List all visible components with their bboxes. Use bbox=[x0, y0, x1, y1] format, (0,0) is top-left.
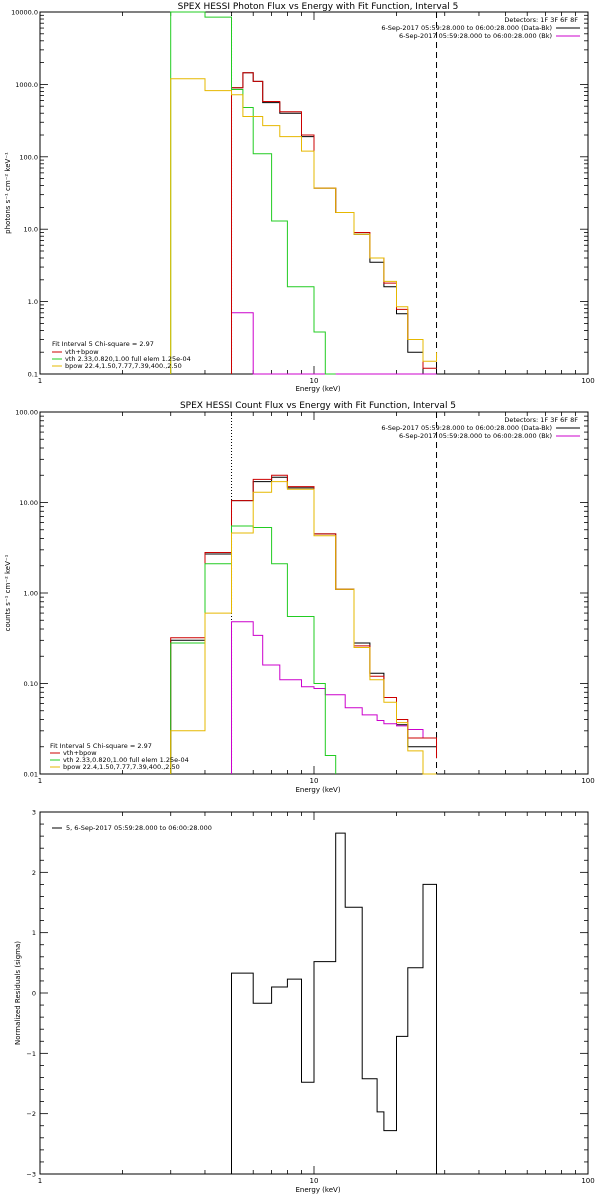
residuals-y-tick-label: 0 bbox=[32, 990, 36, 998]
count-flux-y-tick-label: 1.00 bbox=[24, 590, 38, 598]
count-flux-legend-top-right: Detectors: 1F 3F 6F 8F 6-Sep-2017 05:59:… bbox=[381, 416, 580, 440]
photon-flux-x-tick-label: 1 bbox=[38, 377, 42, 385]
photon-flux-series-bpow bbox=[170, 78, 437, 374]
photon-flux-y-tick-label: 1000.0 bbox=[15, 81, 38, 89]
count-flux-series-vth bbox=[170, 525, 337, 774]
photon-flux-series-bk bbox=[231, 312, 437, 375]
photon-flux-y-tick-label: 10.0 bbox=[24, 226, 38, 234]
photon-flux-legend-vth: vth 2.33,0.820,1.00 full elem 1.25e-04 bbox=[65, 355, 191, 363]
photon-flux-y-tick-label: 0.1 bbox=[28, 371, 38, 379]
photon-flux-panel: SPEX HESSI Photon Flux vs Energy with Fi… bbox=[4, 2, 595, 393]
count-flux-x-tick-label: 100 bbox=[581, 777, 594, 785]
residuals-ylabel: Normalized Residuals (sigma) bbox=[14, 941, 22, 1045]
count-flux-title: SPEX HESSI Count Flux vs Energy with Fit… bbox=[180, 401, 456, 411]
photon-flux-x-tick-label: 100 bbox=[581, 377, 594, 385]
residuals-xlabel: Energy (keV) bbox=[295, 1186, 340, 1194]
photon-flux-legend-top-right: Detectors: 1F 3F 6F 8F 6-Sep-2017 05:59:… bbox=[381, 16, 580, 40]
count-flux-ylabel: counts s⁻¹ cm⁻² keV⁻¹ bbox=[4, 554, 12, 631]
count-flux-detectors-label: Detectors: 1F 3F 6F 8F bbox=[504, 416, 578, 424]
photon-flux-y-tick-label: 10000.0 bbox=[11, 9, 38, 17]
photon-flux-legend-bottom-left: Fit Interval 5 Chi-square = 2.97 vth+bpo… bbox=[52, 340, 191, 370]
residuals-series-residuals bbox=[231, 832, 437, 1174]
photon-flux-legend-data-bk: 6-Sep-2017 05:59:28.000 to 06:00:28.000 … bbox=[381, 24, 552, 32]
residuals-panel: Energy (keV) Normalized Residuals (sigma… bbox=[14, 809, 595, 1195]
residuals-y-tick-label: −3 bbox=[26, 1171, 36, 1179]
residuals-x-tick-label: 10 bbox=[310, 1177, 319, 1185]
count-flux-fit-interval-label: Fit Interval 5 Chi-square = 2.97 bbox=[50, 742, 152, 750]
count-flux-y-tick-label: 100.00 bbox=[15, 409, 38, 417]
photon-flux-series bbox=[170, 11, 437, 375]
count-flux-axis-ticks: 1 10 100 0.01 0.10 1.00 10.00 100.00 bbox=[15, 409, 594, 786]
count-flux-series-bpow bbox=[170, 481, 437, 775]
residuals-legend-label: 5, 6-Sep-2017 05:59:28.000 to 06:00:28.0… bbox=[66, 824, 212, 832]
photon-flux-detectors-label: Detectors: 1F 3F 6F 8F bbox=[504, 16, 578, 24]
photon-flux-ylabel: photons s⁻¹ cm⁻² keV⁻¹ bbox=[4, 152, 12, 234]
count-flux-legend-vth: vth 2.33,0.820,1.00 full elem 1.25e-04 bbox=[63, 756, 189, 764]
count-flux-series-vth-bpow bbox=[170, 474, 437, 774]
count-flux-y-tick-label: 0.10 bbox=[24, 680, 38, 688]
residuals-y-tick-label: 3 bbox=[32, 809, 36, 817]
count-flux-x-tick-label: 10 bbox=[310, 777, 319, 785]
residuals-y-tick-label: −1 bbox=[26, 1050, 36, 1058]
residuals-series bbox=[231, 832, 437, 1174]
residuals-x-tick-label: 1 bbox=[38, 1177, 42, 1185]
count-flux-legend-bottom-left: Fit Interval 5 Chi-square = 2.97 vth+bpo… bbox=[50, 742, 189, 771]
photon-flux-y-tick-label: 100.0 bbox=[19, 153, 38, 161]
photon-flux-xlabel: Energy (keV) bbox=[295, 385, 340, 393]
photon-flux-legend-bpow: bpow 22.4,1.50,7.77,7.39,400.,2.50 bbox=[65, 362, 182, 370]
photon-flux-axis-ticks: 1 10 100 0.1 1.0 10.0 100.0 1000.0 10000.0 bbox=[11, 9, 595, 386]
count-flux-series-bk bbox=[231, 621, 437, 774]
count-flux-series-data-bk bbox=[170, 476, 437, 774]
count-flux-xlabel: Energy (keV) bbox=[295, 786, 340, 794]
photon-flux-legend-total: vth+bpow bbox=[65, 348, 99, 356]
photon-flux-fit-interval-label: Fit Interval 5 Chi-square = 2.97 bbox=[52, 340, 154, 348]
count-flux-panel: SPEX HESSI Count Flux vs Energy with Fit… bbox=[4, 401, 595, 794]
count-flux-x-tick-label: 1 bbox=[38, 777, 42, 785]
photon-flux-y-tick-label: 1.0 bbox=[28, 298, 38, 306]
count-flux-legend-data-bk: 6-Sep-2017 05:59:28.000 to 06:00:28.000 … bbox=[381, 424, 552, 432]
photon-flux-x-tick-label: 10 bbox=[310, 377, 319, 385]
photon-flux-legend-bk: 6-Sep-2017 05:59:28.000 to 06:00:28.000 … bbox=[399, 32, 552, 40]
residuals-x-tick-label: 100 bbox=[581, 1177, 594, 1185]
residuals-y-tick-label: 2 bbox=[32, 869, 36, 877]
count-flux-frame bbox=[39, 411, 589, 775]
count-flux-legend-bpow: bpow 22.4,1.50,7.77,7.39,400.,2.50 bbox=[63, 763, 180, 771]
residuals-axis-ticks: 1 10 100 −3 −2 −1 0 1 2 3 bbox=[26, 809, 594, 1186]
residuals-y-tick-label: −2 bbox=[26, 1110, 36, 1118]
count-flux-y-tick-label: 0.01 bbox=[24, 771, 38, 779]
count-flux-legend-total: vth+bpow bbox=[63, 749, 97, 757]
count-flux-series bbox=[170, 474, 437, 775]
residuals-y-tick-label: 1 bbox=[32, 929, 36, 937]
photon-flux-title: SPEX HESSI Photon Flux vs Energy with Fi… bbox=[178, 2, 459, 12]
count-flux-y-tick-label: 10.00 bbox=[19, 499, 38, 507]
count-flux-legend-bk: 6-Sep-2017 05:59:28.000 to 06:00:28.000 … bbox=[399, 432, 552, 440]
photon-flux-series-vth bbox=[170, 11, 336, 375]
photon-flux-energy-range-markers bbox=[231, 12, 438, 374]
